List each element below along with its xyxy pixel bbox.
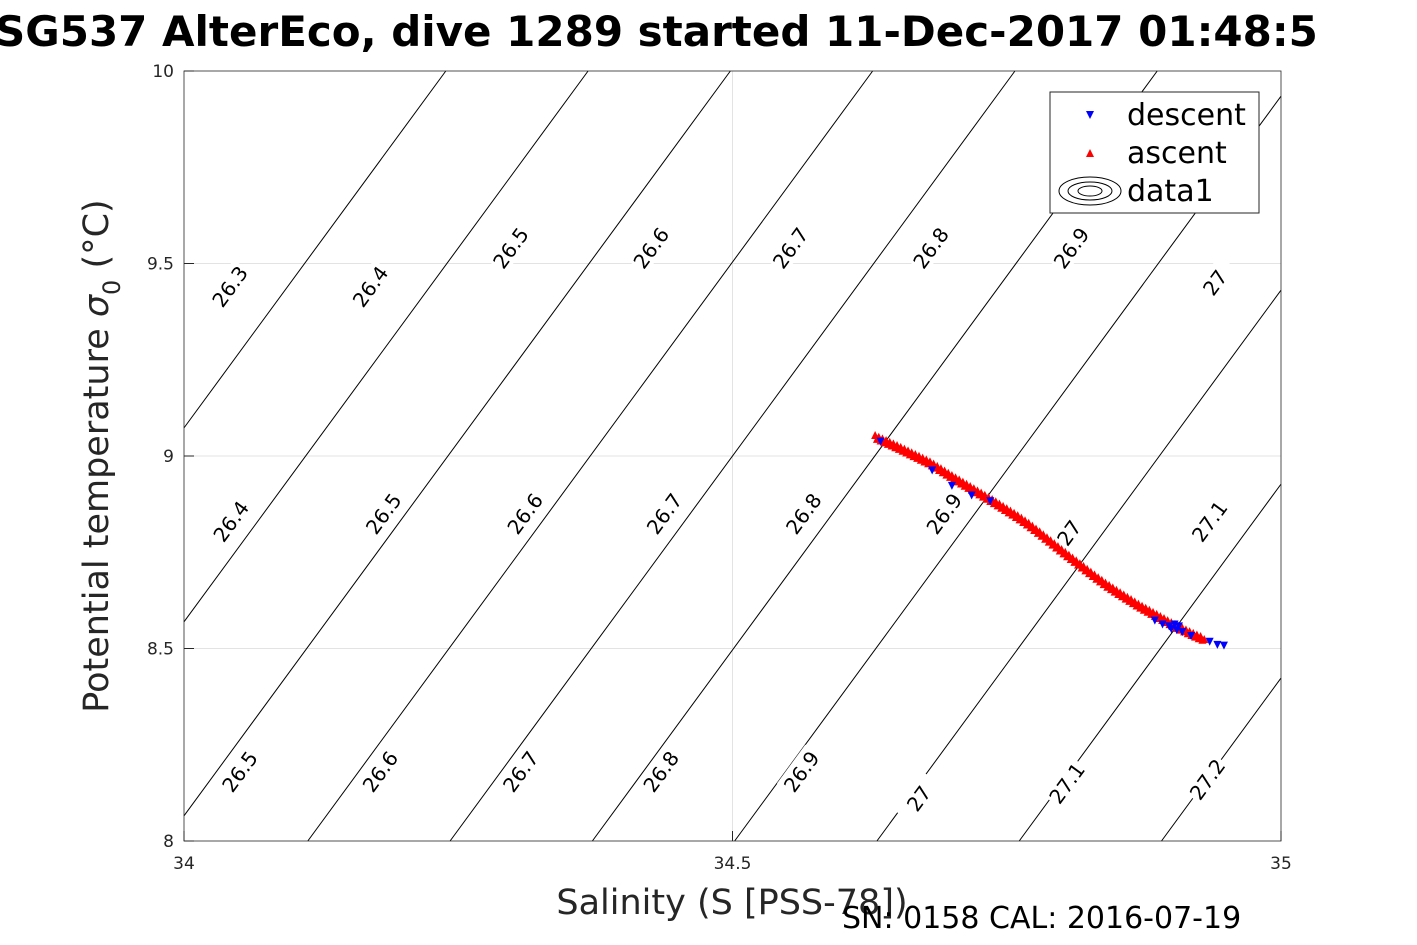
y-axis-label: Potential temperature σ0 (°C) bbox=[77, 199, 126, 712]
y-tick-label: 9 bbox=[163, 447, 174, 467]
descent-point bbox=[1213, 640, 1222, 649]
isopycnal-line bbox=[734, 95, 1282, 842]
y-axis: 8 8.5 9 9.5 10 bbox=[147, 62, 194, 852]
x-tick-label: 34 bbox=[173, 854, 195, 874]
descent-point bbox=[1187, 632, 1196, 641]
y-tick-label: 10 bbox=[152, 62, 174, 82]
descent-point bbox=[947, 481, 956, 490]
legend-ascent-marker bbox=[1086, 149, 1094, 157]
isopycnal-line bbox=[1161, 677, 1282, 842]
descent-point bbox=[967, 491, 976, 500]
chart-title: SG537 AlterEco, dive 1289 started 11-Dec… bbox=[0, 7, 1318, 56]
legend-descent-label: descent bbox=[1127, 98, 1246, 133]
y-axis-label-subscript: 0 bbox=[98, 280, 126, 295]
y-tick-label: 8.5 bbox=[147, 640, 174, 660]
descent-point bbox=[1158, 620, 1167, 629]
isopycnal-line bbox=[183, 70, 447, 429]
y-axis-label-unit: (°C) bbox=[77, 199, 117, 279]
descent-point bbox=[986, 497, 995, 506]
descent-point bbox=[1219, 641, 1228, 650]
y-axis-label-sigma: σ bbox=[77, 293, 117, 317]
footer-serial: SN: 0158 CAL: 2016-07-19 bbox=[842, 901, 1241, 936]
data-points bbox=[871, 431, 1228, 650]
legend-ascent-label: ascent bbox=[1127, 136, 1227, 171]
legend-descent-marker bbox=[1086, 111, 1094, 119]
descent-point bbox=[1174, 622, 1183, 631]
y-axis-label-main: Potential temperature bbox=[77, 317, 117, 713]
legend-box bbox=[1049, 91, 1260, 214]
x-axis: 34 34.5 35 bbox=[173, 831, 1292, 874]
isopycnal-line bbox=[307, 70, 874, 842]
x-tick-label: 35 bbox=[1270, 854, 1292, 874]
isopycnal-line bbox=[449, 70, 1016, 842]
descent-point bbox=[928, 466, 937, 475]
y-tick-label: 8 bbox=[163, 832, 174, 852]
y-tick-label: 9.5 bbox=[147, 255, 174, 275]
descent-point bbox=[1178, 628, 1187, 637]
legend-data1-label: data1 bbox=[1127, 174, 1214, 209]
descent-point bbox=[1150, 616, 1159, 625]
x-axis-label: Salinity (S [PSS-78]) bbox=[556, 883, 907, 923]
descent-point bbox=[1205, 637, 1214, 646]
legend: descent ascent data1 bbox=[1049, 91, 1260, 214]
legend-data1-icon bbox=[1058, 176, 1122, 206]
isopycnal-line bbox=[183, 70, 589, 623]
ascent-point bbox=[1200, 635, 1209, 644]
x-tick-label: 34.5 bbox=[714, 854, 752, 874]
isopycnal-line bbox=[183, 70, 731, 817]
descent-point bbox=[876, 437, 885, 446]
